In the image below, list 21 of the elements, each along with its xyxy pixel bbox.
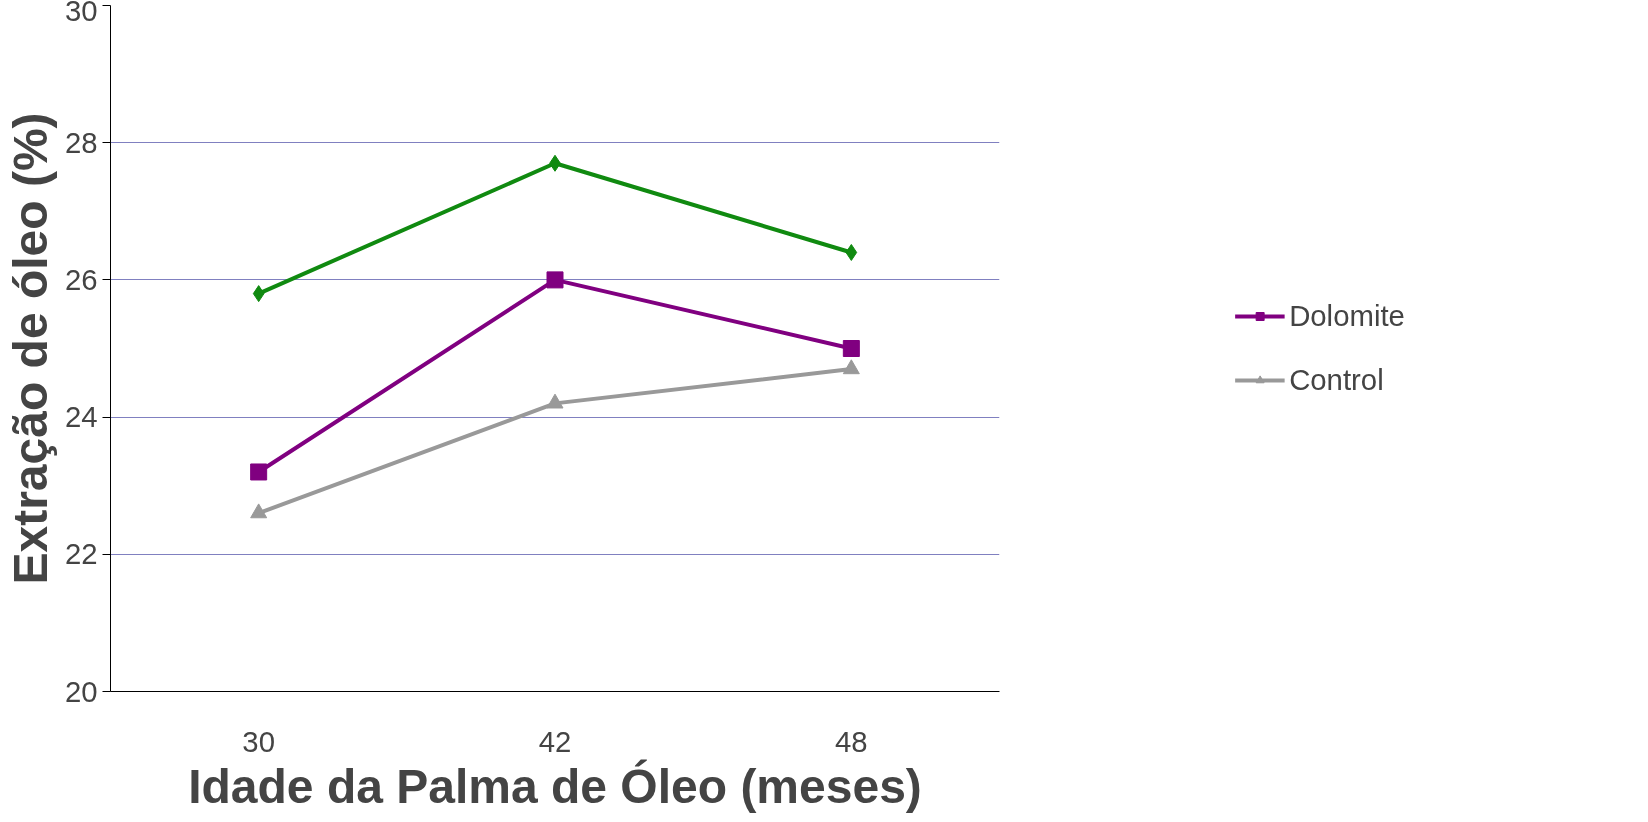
point: [546, 271, 564, 289]
point: [250, 503, 268, 519]
y-axis-title: Extração de óleo (%): [3, 112, 57, 585]
x-tick-label: 42: [538, 724, 572, 758]
y-tick-label: 26: [64, 262, 98, 296]
y-tick-label: 30: [64, 0, 98, 27]
x-axis-title: Idade da Palma de Óleo (meses): [188, 758, 922, 813]
x-tick-label: 48: [835, 724, 868, 758]
point: [546, 393, 564, 409]
y-tick-label: 20: [64, 674, 98, 708]
point: [842, 359, 860, 375]
point: [250, 463, 268, 481]
y-tick-label: 22: [64, 537, 98, 571]
legend-label: Dolomite: [1289, 299, 1405, 333]
y-tick-label: 28: [64, 125, 98, 159]
point: [252, 285, 265, 303]
point: [845, 243, 858, 261]
x-tick-label: 30: [242, 724, 275, 758]
point: [842, 340, 860, 357]
legend-label: Control: [1289, 363, 1384, 397]
y-tick-label: 24: [64, 400, 98, 434]
